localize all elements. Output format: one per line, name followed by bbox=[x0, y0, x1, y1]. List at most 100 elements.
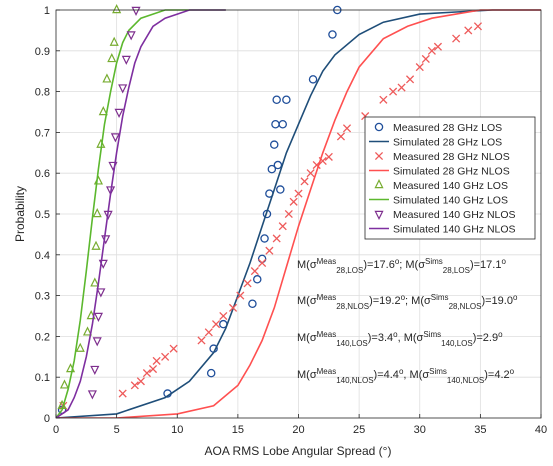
data-point-triangle-up bbox=[98, 106, 108, 116]
annotation-part: 140,NLOS bbox=[336, 376, 373, 385]
data-point-circle bbox=[278, 119, 287, 129]
x-stroke bbox=[148, 364, 158, 374]
y-tick-label: 0.4 bbox=[35, 250, 50, 262]
data-point-x bbox=[136, 377, 145, 386]
legend-item: Simulated 28 GHz NLOS bbox=[369, 166, 510, 178]
statistic-annotation: M(σMeas28,NLOS)=19.2o; M(σSims28,NLOS)=1… bbox=[297, 293, 518, 311]
legend-item: Simulated 140 GHz NLOS bbox=[369, 224, 516, 236]
x-axis-label: AOA RMS Lobe Angular Spread (°) bbox=[205, 444, 392, 458]
annotation-part: Meas bbox=[317, 330, 337, 339]
data-point-x bbox=[265, 246, 274, 255]
x-tick-label: 15 bbox=[232, 424, 244, 436]
data-point-x bbox=[130, 381, 139, 390]
annotation-part: )=3.4 bbox=[368, 332, 393, 344]
data-point-circle bbox=[206, 368, 216, 378]
x-tick-label: 20 bbox=[292, 424, 304, 436]
x-stroke bbox=[243, 279, 252, 288]
data-point-x bbox=[219, 311, 228, 321]
legend-label: Simulated 140 GHz LOS bbox=[393, 195, 508, 207]
x-stroke bbox=[452, 34, 461, 43]
data-point-triangle-down bbox=[92, 337, 102, 347]
data-point-x bbox=[197, 336, 206, 345]
data-point-x bbox=[272, 234, 281, 243]
data-point-x bbox=[306, 169, 315, 178]
data-point-triangle-down bbox=[101, 235, 111, 245]
annotation-part: )=4.4 bbox=[374, 369, 399, 381]
x-stroke bbox=[211, 320, 221, 329]
annotation-part: 140,NLOS bbox=[447, 376, 484, 385]
x-stroke bbox=[130, 381, 139, 390]
annotation-part: 28,NLOS bbox=[449, 302, 482, 311]
annotation-part: )=17.6 bbox=[363, 259, 395, 271]
legend-item: Simulated 140 GHz LOS bbox=[369, 195, 508, 207]
annotation-part: M(σ bbox=[297, 259, 317, 271]
data-point-triangle-up bbox=[82, 326, 93, 336]
data-point-circle bbox=[272, 95, 281, 105]
annotation-part: Meas bbox=[317, 257, 337, 266]
data-point-x bbox=[415, 63, 424, 72]
annotation-part: 28,LOS bbox=[336, 266, 363, 275]
data-point-triangle-up bbox=[90, 277, 100, 287]
y-tick-label: 0.1 bbox=[35, 372, 50, 384]
series-simulated-28-ghz-los bbox=[56, 9, 541, 418]
y-tick-label: 0.9 bbox=[35, 46, 50, 58]
x-tick-label: 40 bbox=[535, 424, 547, 436]
data-point-x bbox=[148, 364, 158, 374]
statistic-annotation: M(σMeas140,LOS)=3.4o, M(σSims140,LOS)=2.… bbox=[297, 330, 503, 348]
x-tick-label: 25 bbox=[353, 424, 365, 436]
annotation-part: 140,LOS bbox=[336, 339, 368, 348]
y-tick-label: 0.3 bbox=[35, 291, 50, 303]
y-tick-label: 0.7 bbox=[35, 127, 50, 139]
data-point-x bbox=[142, 369, 151, 378]
data-point-triangle-down bbox=[374, 210, 384, 220]
data-point-triangle-down bbox=[131, 6, 141, 16]
data-point-triangle-down bbox=[96, 288, 106, 298]
data-point-x bbox=[342, 124, 352, 133]
x-stroke bbox=[152, 356, 161, 365]
data-point-x bbox=[389, 87, 398, 96]
annotation-part: )=4.2 bbox=[484, 369, 509, 381]
annotation-part: 28,LOS bbox=[443, 266, 470, 275]
data-point-circle bbox=[273, 160, 283, 170]
annotation-part: Sims bbox=[431, 293, 449, 302]
data-point-triangle-down bbox=[87, 390, 97, 400]
x-stroke bbox=[300, 177, 309, 186]
legend-item: Measured 28 GHz NLOS bbox=[374, 151, 510, 163]
data-point-x bbox=[374, 151, 384, 161]
data-point-x bbox=[152, 356, 161, 365]
data-point-x bbox=[324, 152, 333, 161]
data-point-triangle-down bbox=[110, 133, 120, 143]
x-stroke bbox=[294, 189, 303, 198]
y-tick-label: 0 bbox=[44, 413, 50, 425]
data-point-triangle-up bbox=[112, 4, 122, 14]
legend-label: Measured 28 GHz LOS bbox=[393, 122, 502, 134]
data-point-x bbox=[118, 389, 127, 398]
annotation-part: M(σ bbox=[297, 369, 317, 381]
x-stroke bbox=[197, 336, 206, 345]
x-stroke bbox=[284, 209, 293, 219]
x-stroke bbox=[250, 267, 259, 276]
x-stroke bbox=[361, 112, 370, 121]
x-stroke bbox=[289, 197, 298, 206]
y-tick-label: 1 bbox=[44, 5, 50, 17]
annotation-part: Sims bbox=[423, 330, 441, 339]
x-stroke bbox=[136, 377, 145, 386]
data-point-x bbox=[473, 22, 483, 31]
legend-label: Measured 28 GHz NLOS bbox=[393, 151, 510, 163]
data-point-circle bbox=[267, 164, 277, 174]
x-stroke bbox=[306, 169, 315, 178]
data-point-x bbox=[405, 75, 415, 84]
series-measured-140-ghz-nlos bbox=[87, 6, 141, 400]
y-tick-label: 0.6 bbox=[35, 168, 50, 180]
x-stroke bbox=[161, 352, 170, 361]
x-tick-label: 30 bbox=[414, 424, 426, 436]
x-stroke bbox=[374, 151, 384, 161]
data-point-triangle-up bbox=[91, 240, 101, 250]
data-point-circle bbox=[260, 234, 269, 243]
legend-label: Simulated 140 GHz NLOS bbox=[393, 224, 516, 236]
y-tick-label: 0.5 bbox=[35, 209, 50, 221]
legend-label: Simulated 28 GHz LOS bbox=[393, 137, 502, 149]
legend-item: Measured 140 GHz LOS bbox=[374, 179, 508, 192]
annotation-part: M(σ bbox=[297, 332, 317, 344]
data-point-circle bbox=[276, 185, 285, 194]
